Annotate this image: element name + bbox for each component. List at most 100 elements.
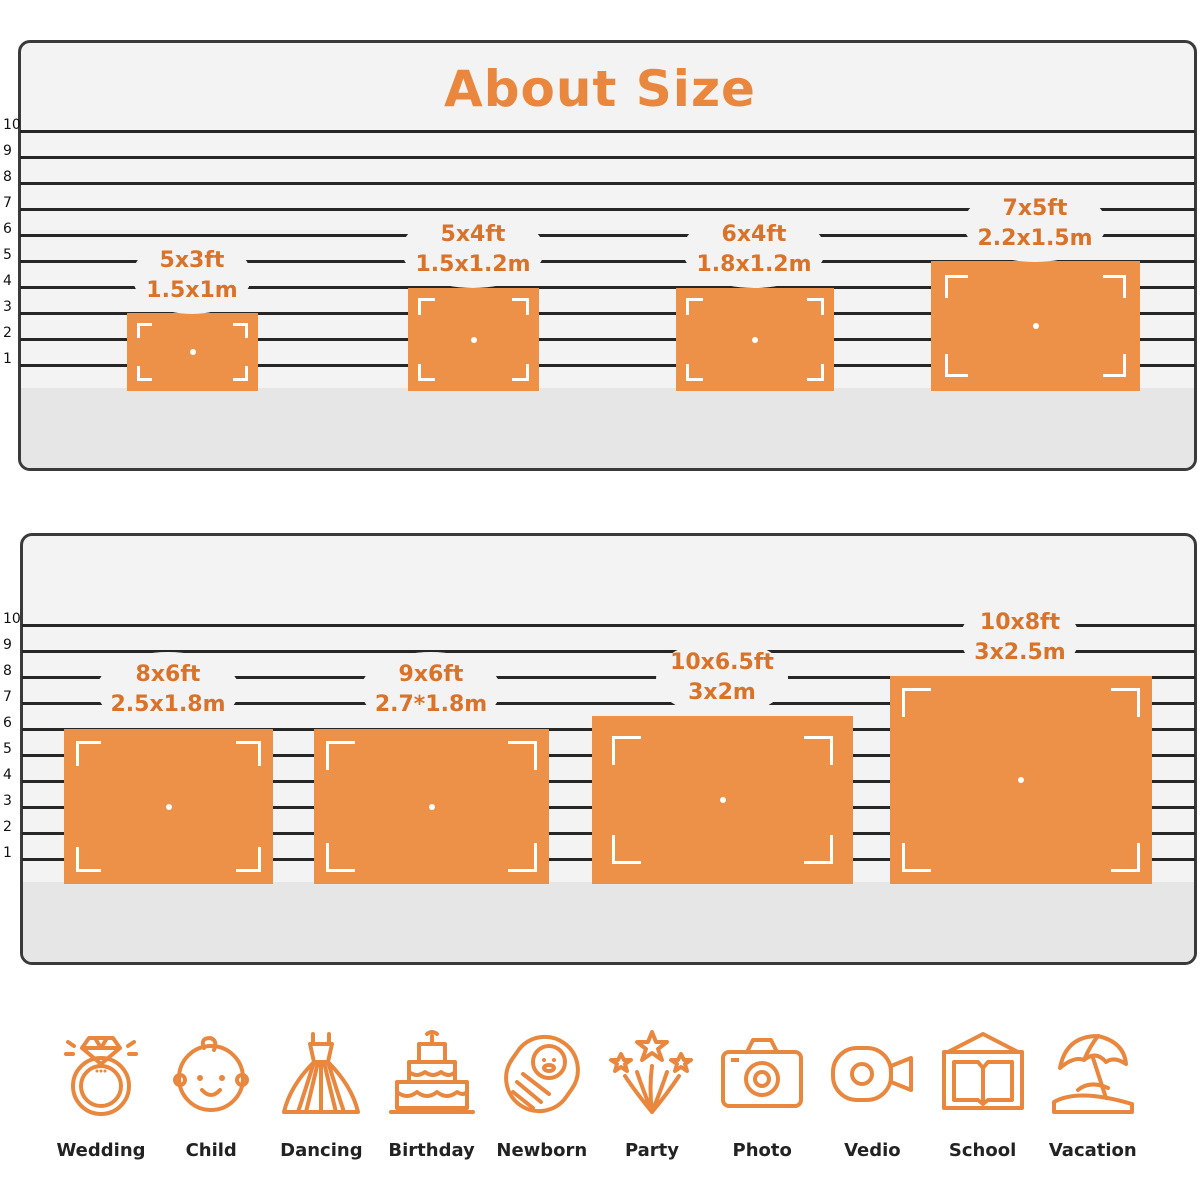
backdrop-size-box bbox=[890, 676, 1152, 884]
frame-corner-mark bbox=[137, 366, 152, 381]
size-label: 8x6ft 2.5x1.8m bbox=[96, 652, 240, 728]
frame-corner-mark bbox=[1111, 688, 1140, 717]
center-dot bbox=[428, 803, 435, 810]
center-dot bbox=[1032, 323, 1039, 329]
frame-corner-mark bbox=[512, 364, 529, 381]
scale-tick-label: 8 bbox=[3, 169, 12, 185]
backdrop-size-box bbox=[127, 313, 258, 391]
baby-face-icon bbox=[166, 1028, 256, 1118]
scale-tick-label: 6 bbox=[3, 715, 12, 731]
usage-label: Vacation bbox=[1048, 1140, 1137, 1161]
floor-strip bbox=[23, 882, 1194, 962]
video-camera-icon bbox=[827, 1028, 917, 1118]
backdrop-size-box bbox=[408, 288, 539, 391]
frame-corner-mark bbox=[612, 736, 641, 765]
usage-label: Newborn bbox=[496, 1140, 588, 1161]
scale-line bbox=[22, 676, 1195, 679]
frame-corner-mark bbox=[508, 741, 537, 770]
size-meters: 1.5x1m bbox=[146, 278, 238, 303]
backdrop-size-box bbox=[931, 261, 1140, 391]
center-dot bbox=[752, 336, 758, 343]
size-label: 10x8ft 3x2.5m bbox=[960, 600, 1080, 676]
size-feet: 5x3ft bbox=[159, 248, 225, 273]
center-dot bbox=[470, 336, 477, 343]
frame-corner-mark bbox=[804, 736, 833, 765]
usage-label: Photo bbox=[732, 1140, 792, 1161]
center-dot bbox=[1018, 777, 1024, 783]
scale-tick-label: 1 bbox=[3, 351, 12, 367]
scale-line bbox=[20, 286, 1195, 289]
center-dot bbox=[189, 349, 196, 355]
scale-tick-label: 8 bbox=[3, 663, 12, 679]
cake-icon bbox=[387, 1028, 477, 1118]
dress-icon bbox=[276, 1028, 366, 1118]
backdrop-size-box bbox=[64, 729, 273, 884]
size-meters: 1.5x1.2m bbox=[415, 252, 531, 277]
scale-tick-label: 7 bbox=[3, 689, 12, 705]
scale-line bbox=[22, 702, 1195, 705]
scale-tick-label: 2 bbox=[3, 325, 12, 341]
usage-label: School bbox=[948, 1140, 1017, 1161]
size-meters: 2.2x1.5m bbox=[977, 226, 1093, 251]
frame-corner-mark bbox=[418, 298, 435, 315]
scale-line bbox=[20, 130, 1195, 133]
usage-label: Wedding bbox=[56, 1140, 146, 1161]
floor-strip bbox=[21, 388, 1194, 468]
scale-tick-label: 4 bbox=[3, 273, 12, 289]
frame-corner-mark bbox=[508, 843, 537, 872]
scale-line bbox=[20, 338, 1195, 341]
center-dot bbox=[165, 803, 172, 810]
size-feet: 5x4ft bbox=[440, 222, 506, 247]
size-feet: 6x4ft bbox=[721, 222, 787, 247]
swaddled-baby-icon bbox=[497, 1028, 587, 1118]
size-label: 6x4ft 1.8x1.2m bbox=[682, 212, 826, 288]
size-feet: 10x8ft bbox=[979, 610, 1061, 635]
size-label: 7x5ft 2.2x1.5m bbox=[963, 186, 1107, 262]
frame-corner-mark bbox=[76, 847, 101, 872]
backdrop-size-box bbox=[314, 729, 549, 884]
frame-corner-mark bbox=[1103, 354, 1126, 377]
size-meters: 2.7*1.8m bbox=[374, 692, 488, 717]
frame-corner-mark bbox=[902, 688, 931, 717]
frame-corner-mark bbox=[233, 323, 248, 338]
size-label: 5x4ft 1.5x1.2m bbox=[401, 212, 545, 288]
frame-corner-mark bbox=[902, 843, 931, 872]
scale-tick-label: 9 bbox=[3, 143, 12, 159]
frame-corner-mark bbox=[807, 364, 824, 381]
usage-label: Party bbox=[624, 1140, 680, 1161]
frame-corner-mark bbox=[807, 298, 824, 315]
scale-tick-label: 2 bbox=[3, 819, 12, 835]
frame-corner-mark bbox=[326, 843, 355, 872]
frame-corner-mark bbox=[945, 275, 968, 298]
usage-label: Child bbox=[185, 1140, 237, 1161]
size-meters: 3x2.5m bbox=[974, 640, 1066, 665]
size-feet: 7x5ft bbox=[1002, 196, 1068, 221]
frame-corner-mark bbox=[945, 354, 968, 377]
size-feet: 10x6.5ft bbox=[670, 650, 774, 675]
scale-tick-label: 3 bbox=[3, 793, 12, 809]
scale-tick-label: 5 bbox=[3, 247, 12, 263]
frame-corner-mark bbox=[76, 741, 101, 766]
fireworks-icon bbox=[607, 1028, 697, 1118]
usage-label: Birthday bbox=[388, 1140, 475, 1161]
frame-corner-mark bbox=[512, 298, 529, 315]
frame-corner-mark bbox=[612, 835, 641, 864]
beach-umbrella-icon bbox=[1048, 1028, 1138, 1118]
scale-tick-label: 3 bbox=[3, 299, 12, 315]
scale-line bbox=[20, 208, 1195, 211]
size-meters: 2.5x1.8m bbox=[110, 692, 226, 717]
scale-tick-label: 10 bbox=[3, 611, 21, 627]
frame-corner-mark bbox=[137, 323, 152, 338]
usage-label: Dancing bbox=[280, 1140, 363, 1161]
backdrop-size-box bbox=[676, 288, 834, 391]
scale-line bbox=[20, 364, 1195, 367]
size-feet: 9x6ft bbox=[398, 662, 464, 687]
scale-line bbox=[20, 182, 1195, 185]
scale-line bbox=[20, 260, 1195, 263]
frame-corner-mark bbox=[326, 741, 355, 770]
size-meters: 3x2m bbox=[688, 680, 756, 705]
scale-tick-label: 9 bbox=[3, 637, 12, 653]
frame-corner-mark bbox=[233, 366, 248, 381]
scale-tick-label: 5 bbox=[3, 741, 12, 757]
scale-line bbox=[22, 624, 1195, 627]
